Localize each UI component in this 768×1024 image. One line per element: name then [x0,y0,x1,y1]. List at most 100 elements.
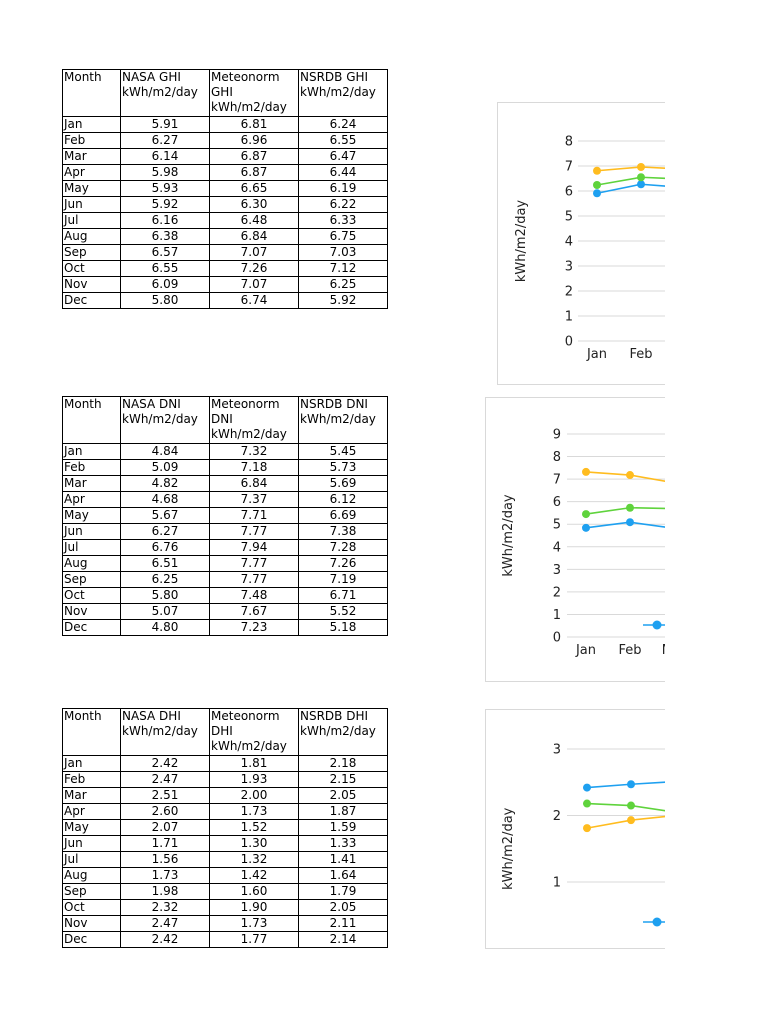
value-cell: 6.76 [120,539,210,556]
month-cell: Apr [62,803,121,820]
line-chart: 0123456789kWh/m2/dayJanFebMarAprMayJunJu… [485,397,665,682]
value-cell: 1.60 [209,883,299,900]
month-cell: Dec [62,931,121,948]
month-cell: Jul [62,539,121,556]
y-tick-label: 1 [565,310,573,325]
month-cell: Jul [62,212,121,229]
table-row: Oct 5.80 7.48 6.71 [62,587,388,604]
table-row: May 5.93 6.65 6.19 [62,180,388,197]
y-tick-label: 4 [553,540,561,555]
value-cell: 6.55 [298,132,388,149]
data-point [637,173,645,182]
value-cell: 7.07 [209,244,299,261]
chart-border [485,397,665,682]
table-row: Aug 6.51 7.77 7.26 [62,555,388,572]
data-point [582,467,590,476]
data-point [627,801,635,810]
value-cell: 7.37 [209,491,299,508]
y-tick-label: 3 [565,260,573,275]
series-line [596,166,665,172]
y-tick-label: 2 [553,809,561,824]
table-row: Dec 2.42 1.77 2.14 [62,931,388,948]
x-tick-label: Feb [629,347,652,362]
data-point [626,503,634,512]
table-row: May 5.67 7.71 6.69 [62,507,388,524]
value-cell: 5.73 [298,459,388,476]
column-header: Month [62,708,121,756]
table-row: Aug 6.38 6.84 6.75 [62,228,388,245]
x-tick-label: Jan [575,643,596,658]
value-cell: 5.52 [298,603,388,620]
value-cell: 5.98 [120,164,210,181]
table-row: Aug 1.73 1.42 1.64 [62,867,388,884]
month-cell: Aug [62,867,121,884]
value-cell: 5.07 [120,603,210,620]
data-point [626,471,634,480]
table-row: Nov 5.07 7.67 5.52 [62,603,388,620]
y-tick-label: 4 [565,235,573,250]
line-chart: 123kWh/m2/dayJanFebMarAprMayJunJulAugSep… [485,709,665,949]
value-cell: 4.68 [120,491,210,508]
legend-marker [652,620,662,630]
y-tick-label: 5 [565,210,573,225]
data-point [593,166,601,175]
value-cell: 1.64 [298,867,388,884]
value-cell: 7.07 [209,276,299,293]
value-cell: 6.33 [298,212,388,229]
value-cell: 1.93 [209,771,299,788]
value-cell: 6.25 [120,571,210,588]
y-tick-label: 1 [553,608,561,623]
table-row: Jun 6.27 7.77 7.38 [62,523,388,540]
y-tick-label: 8 [565,135,573,150]
value-cell: 1.32 [209,851,299,868]
value-cell: 6.27 [120,132,210,149]
table-row: Dec 5.80 6.74 5.92 [62,292,388,309]
month-cell: Mar [62,787,121,804]
column-header: Month [62,396,121,444]
value-cell: 6.71 [298,587,388,604]
value-cell: 1.59 [298,819,388,836]
month-cell: Mar [62,148,121,165]
value-cell: 7.77 [209,555,299,572]
table-row: Jun 1.71 1.30 1.33 [62,835,388,852]
month-cell: Sep [62,883,121,900]
month-cell: Apr [62,491,121,508]
y-axis-label: kWh/m2/day [501,494,516,577]
value-cell: 2.14 [298,931,388,948]
table-row: Mar 6.14 6.87 6.47 [62,148,388,165]
value-cell: 1.77 [209,931,299,948]
value-cell: 1.56 [120,851,210,868]
table-row: Sep 6.57 7.07 7.03 [62,244,388,261]
value-cell: 1.52 [209,819,299,836]
value-cell: 5.09 [120,459,210,476]
value-cell: 1.73 [120,867,210,884]
table-row: Feb 6.27 6.96 6.55 [62,132,388,149]
value-cell: 6.74 [209,292,299,309]
value-cell: 5.92 [120,196,210,213]
value-cell: 6.44 [298,164,388,181]
value-cell: 5.93 [120,180,210,197]
table-header-row: Month NASA DNI kWh/m2/day Meteonorm DNI kW… [62,396,388,444]
month-cell: Jul [62,851,121,868]
value-cell: 1.42 [209,867,299,884]
data-point [593,181,601,189]
table-row: Jan 5.91 6.81 6.24 [62,116,388,133]
table-header-row: Month NASA GHI kWh/m2/day Meteonorm GHI kW… [62,69,388,117]
month-cell: Sep [62,244,121,261]
value-cell: 6.81 [209,116,299,133]
value-cell: 6.09 [120,276,210,293]
y-tick-label: 2 [565,285,573,300]
table-row: May 2.07 1.52 1.59 [62,819,388,836]
table-row: Jul 6.76 7.94 7.28 [62,539,388,556]
table-row: Feb 2.47 1.93 2.15 [62,771,388,788]
value-cell: 2.15 [298,771,388,788]
column-header: Meteonorm DHI kWh/m2/day [209,708,299,756]
value-cell: 6.51 [120,555,210,572]
chart-border [497,102,665,385]
month-cell: Jan [62,443,121,460]
table-row: Oct 2.32 1.90 2.05 [62,899,388,916]
table-row: Apr 2.60 1.73 1.87 [62,803,388,820]
y-tick-label: 3 [553,743,561,758]
value-cell: 6.19 [298,180,388,197]
value-cell: 2.42 [120,931,210,948]
